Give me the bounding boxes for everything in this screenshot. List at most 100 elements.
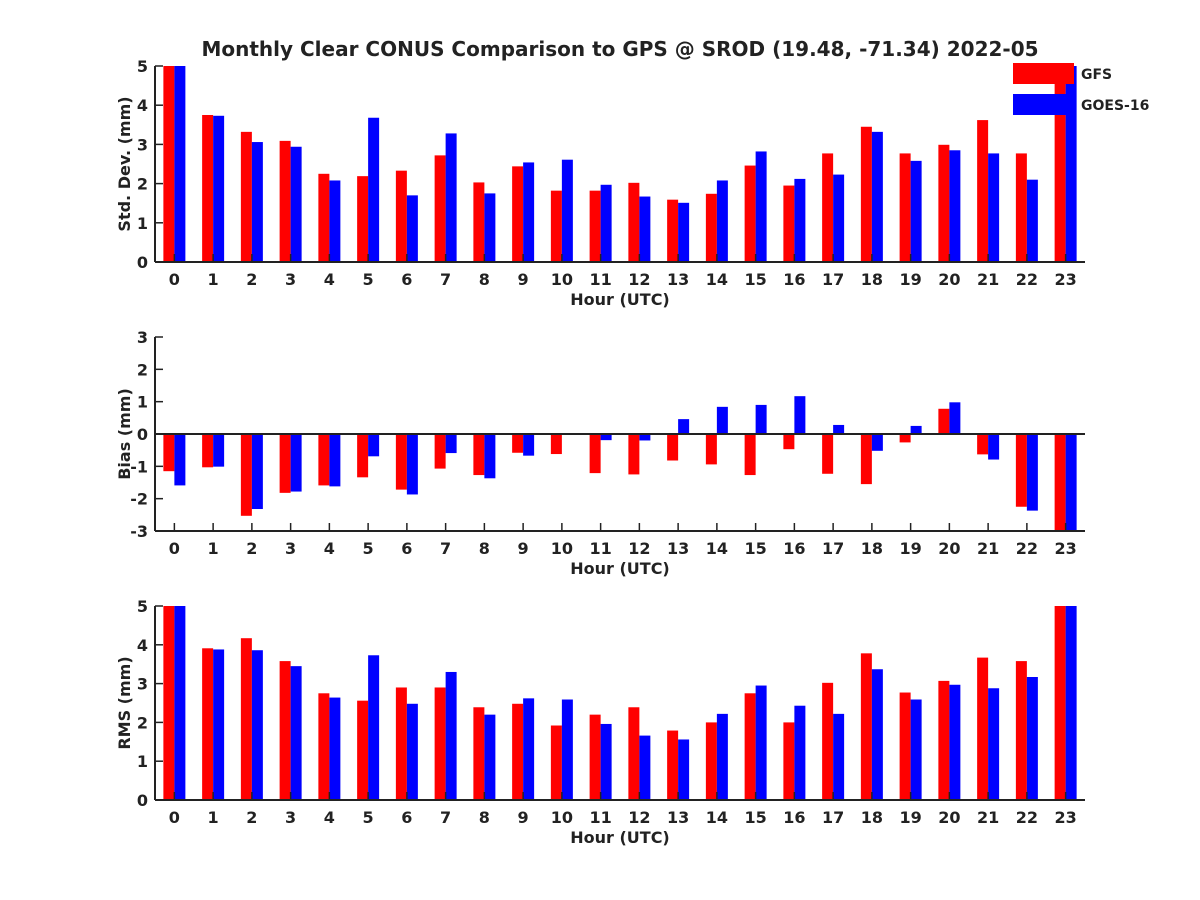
bar-gfs-hour-20 xyxy=(938,680,950,800)
bar-gfs-hour-9 xyxy=(512,703,524,800)
bar-goes-16-hour-18 xyxy=(871,434,883,451)
x-tick-label: 14 xyxy=(706,539,728,558)
bar-gfs-hour-8 xyxy=(473,707,485,800)
bar-gfs-hour-8 xyxy=(473,434,485,476)
bar-goes-16-hour-19 xyxy=(910,160,922,262)
bar-goes-16-hour-8 xyxy=(484,434,496,479)
x-tick-label: 8 xyxy=(479,808,490,827)
bar-gfs-hour-12 xyxy=(628,182,640,262)
x-tick-label: 16 xyxy=(783,539,805,558)
bar-goes-16-hour-4 xyxy=(329,434,341,487)
bar-gfs-hour-4 xyxy=(318,434,330,486)
bar-gfs-hour-1 xyxy=(202,434,214,468)
bar-goes-16-hour-17 xyxy=(833,174,845,262)
bar-gfs-hour-12 xyxy=(628,707,640,800)
bar-goes-16-hour-16 xyxy=(794,705,806,800)
x-tick-label: 6 xyxy=(401,539,412,558)
bar-gfs-hour-21 xyxy=(977,120,989,262)
bar-gfs-hour-9 xyxy=(512,434,524,453)
bar-goes-16-hour-19 xyxy=(910,699,922,800)
x-tick-label: 18 xyxy=(861,808,883,827)
y-tick-label: 3 xyxy=(137,328,148,347)
bar-gfs-hour-19 xyxy=(899,692,911,800)
x-tick-label: 16 xyxy=(783,270,805,289)
bar-goes-16-hour-4 xyxy=(329,180,341,262)
x-tick-label: 2 xyxy=(246,808,257,827)
bar-gfs-hour-2 xyxy=(240,434,252,516)
bar-gfs-hour-14 xyxy=(705,193,717,262)
bar-goes-16-hour-12 xyxy=(639,434,651,441)
y-tick-label: 2 xyxy=(137,713,148,732)
x-tick-label: 5 xyxy=(363,270,374,289)
x-tick-label: 9 xyxy=(518,539,529,558)
y-tick-label: 0 xyxy=(137,253,148,272)
x-tick-label: 4 xyxy=(324,270,335,289)
x-tick-label: 13 xyxy=(667,539,689,558)
x-tick-label: 11 xyxy=(589,808,611,827)
bar-goes-16-hour-17 xyxy=(833,424,845,434)
bar-gfs-hour-6 xyxy=(395,170,407,262)
bar-goes-16-hour-11 xyxy=(600,434,612,441)
bar-goes-16-hour-7 xyxy=(445,133,457,262)
bar-gfs-hour-12 xyxy=(628,434,640,475)
y-tick-label: -2 xyxy=(130,490,148,509)
x-tick-label: 16 xyxy=(783,808,805,827)
x-tick-label: 19 xyxy=(899,270,921,289)
x-tick-label: 5 xyxy=(363,808,374,827)
bar-goes-16-hour-18 xyxy=(871,669,883,800)
bar-goes-16-hour-23 xyxy=(1065,66,1077,262)
x-tick-label: 12 xyxy=(628,270,650,289)
x-tick-label: 11 xyxy=(589,270,611,289)
x-tick-label: 15 xyxy=(744,539,766,558)
bar-goes-16-hour-13 xyxy=(678,739,690,800)
bar-gfs-hour-9 xyxy=(512,166,524,262)
x-tick-label: 1 xyxy=(208,270,219,289)
y-tick-label: 4 xyxy=(137,96,148,115)
bar-gfs-hour-0 xyxy=(163,66,175,262)
bar-gfs-hour-4 xyxy=(318,693,330,800)
x-tick-label: 9 xyxy=(518,808,529,827)
bar-gfs-hour-0 xyxy=(163,434,175,472)
x-tick-label: 23 xyxy=(1054,270,1076,289)
x-tick-label: 18 xyxy=(861,270,883,289)
bar-goes-16-hour-20 xyxy=(949,402,961,434)
bar-gfs-hour-14 xyxy=(705,434,717,465)
bar-goes-16-hour-11 xyxy=(600,723,612,800)
bar-gfs-hour-17 xyxy=(822,682,834,800)
x-tick-label: 10 xyxy=(551,539,573,558)
y-tick-label: 1 xyxy=(137,214,148,233)
bar-goes-16-hour-2 xyxy=(251,434,263,510)
bar-goes-16-hour-15 xyxy=(755,685,767,800)
y-tick-label: 3 xyxy=(137,675,148,694)
bar-goes-16-hour-11 xyxy=(600,184,612,262)
bar-gfs-hour-10 xyxy=(550,434,562,455)
x-tick-label: 0 xyxy=(169,270,180,289)
bar-goes-16-hour-9 xyxy=(523,162,535,262)
x-tick-label: 20 xyxy=(938,539,960,558)
x-axis-label: Hour (UTC) xyxy=(570,559,670,578)
legend-label: GFS xyxy=(1081,67,1112,83)
bar-goes-16-hour-14 xyxy=(716,406,728,434)
bar-gfs-hour-23 xyxy=(1054,66,1066,262)
x-tick-label: 13 xyxy=(667,270,689,289)
x-tick-label: 9 xyxy=(518,270,529,289)
bar-goes-16-hour-20 xyxy=(949,150,961,262)
bar-goes-16-hour-23 xyxy=(1065,434,1077,531)
x-tick-label: 23 xyxy=(1054,808,1076,827)
y-tick-label: 0 xyxy=(137,791,148,810)
bar-gfs-hour-13 xyxy=(667,730,679,800)
bar-gfs-hour-0 xyxy=(163,606,175,800)
legend-swatch-goes-16 xyxy=(1013,94,1074,115)
bar-gfs-hour-6 xyxy=(395,687,407,800)
bar-gfs-hour-13 xyxy=(667,434,679,461)
y-tick-label: 1 xyxy=(137,752,148,771)
x-tick-label: 20 xyxy=(938,808,960,827)
y-tick-label: 3 xyxy=(137,135,148,154)
x-tick-label: 4 xyxy=(324,808,335,827)
x-tick-label: 11 xyxy=(589,539,611,558)
bar-gfs-hour-15 xyxy=(744,693,756,800)
x-tick-label: 18 xyxy=(861,539,883,558)
bar-gfs-hour-1 xyxy=(202,648,214,800)
